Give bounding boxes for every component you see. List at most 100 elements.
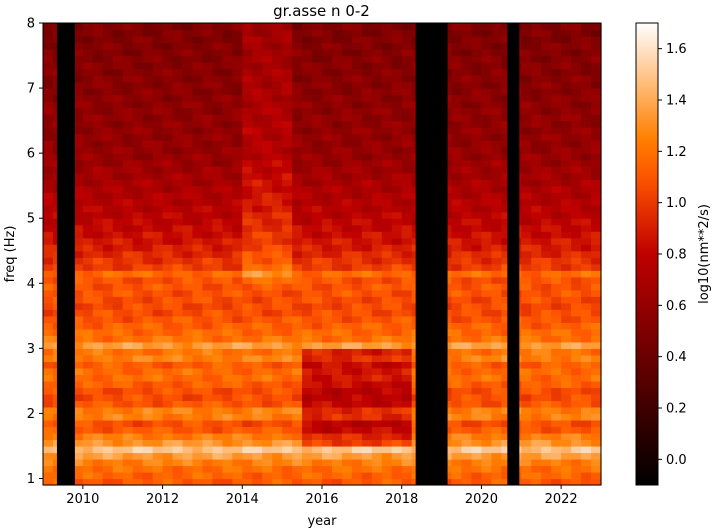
heatmap-cell <box>361 374 373 382</box>
heatmap-cell <box>292 237 303 245</box>
heatmap-cell <box>122 367 134 375</box>
heatmap-cell <box>72 49 84 57</box>
heatmap-cell <box>591 218 602 226</box>
heatmap-cell <box>242 68 253 76</box>
heatmap-cell <box>481 322 492 330</box>
heatmap-cell <box>192 23 204 31</box>
heatmap-cell <box>331 42 343 50</box>
heatmap-cell <box>72 94 84 102</box>
heatmap-cell <box>72 205 84 213</box>
heatmap-cell <box>282 413 293 421</box>
heatmap-cell <box>371 81 383 89</box>
heatmap-cell <box>561 29 572 37</box>
heatmap-cell <box>292 42 303 50</box>
heatmap-cell <box>361 393 373 402</box>
heatmap-cell <box>102 146 114 154</box>
heatmap-cell <box>581 432 592 441</box>
heatmap-cell <box>341 335 353 343</box>
heatmap-cell <box>112 120 124 128</box>
heatmap-cell <box>541 263 552 271</box>
heatmap-cell <box>132 29 144 37</box>
heatmap-cell <box>491 361 502 369</box>
heatmap-cell <box>551 107 562 115</box>
heatmap-cell <box>581 419 592 428</box>
heatmap-cell <box>541 322 552 330</box>
heatmap-cell <box>391 120 403 128</box>
heatmap-cell <box>92 101 104 109</box>
heatmap-cell <box>112 439 124 447</box>
heatmap-cell <box>232 146 243 154</box>
heatmap-cell <box>162 361 174 369</box>
heatmap-cell <box>72 361 84 369</box>
heatmap-cell <box>43 400 54 408</box>
heatmap-cell <box>142 88 154 96</box>
heatmap-cell <box>252 49 263 57</box>
heatmap-cell <box>461 49 473 57</box>
heatmap-cell <box>391 224 403 232</box>
heatmap-cell <box>521 361 532 369</box>
heatmap-cell <box>561 413 572 421</box>
heatmap-cell <box>142 426 154 434</box>
heatmap-cell <box>43 94 54 102</box>
heatmap-cell <box>451 244 463 252</box>
heatmap-cell <box>351 270 363 278</box>
heatmap-cell <box>322 354 333 362</box>
heatmap-cell <box>132 250 144 258</box>
heatmap-cell <box>491 81 502 89</box>
heatmap-cell <box>302 244 313 252</box>
heatmap-cell <box>92 133 104 141</box>
heatmap-cell <box>461 400 473 408</box>
heatmap-cell <box>222 179 233 187</box>
heatmap-cell <box>152 302 164 310</box>
heatmap-cell <box>232 387 243 395</box>
heatmap-cell <box>561 309 572 317</box>
heatmap-cell <box>152 283 164 291</box>
heatmap-cell <box>551 81 562 89</box>
heatmap-cell <box>571 400 582 408</box>
heatmap-cell <box>401 413 413 421</box>
heatmap-cell <box>521 419 532 428</box>
heatmap-cell <box>351 101 363 109</box>
heatmap-cell <box>272 94 283 102</box>
heatmap-cell <box>102 315 114 323</box>
heatmap-cell <box>112 263 124 271</box>
colorbar-tick-label: 1.4 <box>666 94 687 109</box>
heatmap-cell <box>371 75 383 83</box>
heatmap-cell <box>501 400 512 408</box>
heatmap-cell <box>561 211 572 219</box>
colorbar-tick-label: 0.8 <box>666 248 687 263</box>
heatmap-cell <box>192 101 204 109</box>
heatmap-cell <box>282 94 293 102</box>
heatmap-cell <box>172 205 184 213</box>
heatmap-cell <box>272 81 283 89</box>
heatmap-cell <box>491 348 502 356</box>
heatmap-cell <box>531 367 542 375</box>
heatmap-cell <box>561 179 572 187</box>
heatmap-cell <box>142 439 154 447</box>
heatmap-cell <box>142 231 154 239</box>
heatmap-cell <box>232 62 243 70</box>
heatmap-cell <box>182 159 194 167</box>
heatmap-cell <box>122 276 134 284</box>
heatmap-cell <box>252 114 263 122</box>
heatmap-cell <box>82 406 94 415</box>
heatmap-cell <box>391 315 403 323</box>
heatmap-cell <box>212 250 223 258</box>
heatmap-cell <box>571 380 582 388</box>
heatmap-cell <box>292 432 303 441</box>
heatmap-cell <box>581 62 592 70</box>
heatmap-cell <box>501 179 512 187</box>
heatmap-cell <box>401 107 413 115</box>
heatmap-cell <box>581 114 592 122</box>
heatmap-cell <box>122 101 134 109</box>
heatmap-cell <box>43 146 54 154</box>
heatmap-cell <box>471 426 483 434</box>
heatmap-cell <box>262 192 273 200</box>
heatmap-cell <box>312 166 323 174</box>
heatmap-cell <box>242 400 253 408</box>
heatmap-cell <box>481 146 492 154</box>
heatmap-cell <box>232 341 243 349</box>
heatmap-cell <box>102 81 114 89</box>
heatmap-cell <box>501 354 512 362</box>
heatmap-cell <box>162 471 174 480</box>
